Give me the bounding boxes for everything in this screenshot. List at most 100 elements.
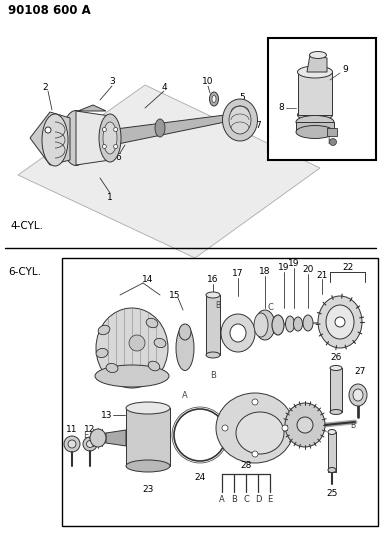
Circle shape <box>103 127 106 132</box>
Ellipse shape <box>285 316 295 332</box>
Text: 24: 24 <box>194 472 205 481</box>
Ellipse shape <box>328 430 336 434</box>
Ellipse shape <box>353 389 363 401</box>
Ellipse shape <box>230 324 246 342</box>
Ellipse shape <box>254 313 268 337</box>
Ellipse shape <box>296 116 334 128</box>
Text: D: D <box>255 496 261 505</box>
Text: 3: 3 <box>109 77 115 86</box>
Ellipse shape <box>99 114 121 162</box>
Ellipse shape <box>303 315 313 331</box>
Polygon shape <box>18 85 320 258</box>
Text: 20: 20 <box>302 265 314 274</box>
Ellipse shape <box>155 119 165 137</box>
Text: 14: 14 <box>142 276 154 285</box>
Ellipse shape <box>95 365 169 387</box>
Ellipse shape <box>216 393 294 463</box>
Ellipse shape <box>62 110 90 166</box>
Polygon shape <box>76 111 110 165</box>
Text: 15: 15 <box>169 290 181 300</box>
Text: 27: 27 <box>354 367 366 376</box>
Text: 28: 28 <box>240 462 252 471</box>
Circle shape <box>45 127 51 133</box>
Text: 25: 25 <box>326 489 338 498</box>
Text: 2: 2 <box>42 84 48 93</box>
Text: 8: 8 <box>278 103 284 112</box>
Ellipse shape <box>349 384 367 406</box>
Text: A: A <box>182 392 188 400</box>
Ellipse shape <box>293 317 303 331</box>
Text: 16: 16 <box>207 276 219 285</box>
Circle shape <box>129 335 145 351</box>
Text: 23: 23 <box>142 486 154 495</box>
Text: 18: 18 <box>259 268 271 277</box>
Text: 5: 5 <box>239 93 245 102</box>
Ellipse shape <box>106 364 118 373</box>
Ellipse shape <box>179 324 191 340</box>
Ellipse shape <box>236 412 284 454</box>
Ellipse shape <box>103 122 117 154</box>
Circle shape <box>222 425 228 431</box>
Polygon shape <box>298 72 332 115</box>
Circle shape <box>282 425 288 431</box>
Text: 1: 1 <box>107 193 113 203</box>
Text: D: D <box>336 313 342 322</box>
Ellipse shape <box>126 460 170 472</box>
Polygon shape <box>106 430 126 446</box>
Circle shape <box>297 417 313 433</box>
Text: B: B <box>210 370 216 379</box>
Ellipse shape <box>330 366 342 370</box>
Text: 9: 9 <box>342 66 348 75</box>
Text: 26: 26 <box>330 353 342 362</box>
Bar <box>62 258 378 526</box>
Text: B: B <box>231 496 237 505</box>
Ellipse shape <box>229 106 251 134</box>
Text: 4: 4 <box>161 83 167 92</box>
Ellipse shape <box>221 314 255 352</box>
Ellipse shape <box>272 315 284 335</box>
Text: 19: 19 <box>278 263 290 272</box>
Bar <box>330 368 342 412</box>
Ellipse shape <box>285 403 325 447</box>
Circle shape <box>114 144 118 149</box>
Circle shape <box>114 127 118 132</box>
Text: 6: 6 <box>115 152 121 161</box>
Text: 19: 19 <box>288 260 300 269</box>
Ellipse shape <box>126 402 170 414</box>
Ellipse shape <box>298 109 333 121</box>
Circle shape <box>68 440 76 448</box>
Text: 22: 22 <box>343 263 354 272</box>
Ellipse shape <box>206 292 220 298</box>
Ellipse shape <box>296 125 334 139</box>
Ellipse shape <box>98 325 110 335</box>
Text: C: C <box>267 303 273 312</box>
Text: 11: 11 <box>66 425 78 434</box>
Text: 21: 21 <box>316 271 328 279</box>
Circle shape <box>252 399 258 405</box>
Polygon shape <box>30 112 70 165</box>
Polygon shape <box>78 105 106 111</box>
Ellipse shape <box>206 352 220 358</box>
Ellipse shape <box>176 326 194 370</box>
Text: b: b <box>328 138 333 147</box>
Ellipse shape <box>212 95 216 102</box>
Ellipse shape <box>210 92 218 106</box>
Ellipse shape <box>148 361 160 371</box>
Circle shape <box>103 144 106 149</box>
Ellipse shape <box>330 409 342 415</box>
Text: 90108 600 A: 90108 600 A <box>8 4 91 18</box>
Ellipse shape <box>96 349 108 358</box>
Bar <box>328 432 336 472</box>
Ellipse shape <box>326 305 354 339</box>
Circle shape <box>335 317 345 327</box>
Bar <box>126 408 170 466</box>
Text: C: C <box>243 496 249 505</box>
Circle shape <box>83 437 97 451</box>
Bar <box>268 38 376 160</box>
Ellipse shape <box>318 296 362 348</box>
Ellipse shape <box>42 114 68 166</box>
Text: 10: 10 <box>202 77 214 86</box>
Circle shape <box>252 451 258 457</box>
Text: 6-CYL.: 6-CYL. <box>8 267 41 277</box>
Text: 17: 17 <box>232 270 244 279</box>
